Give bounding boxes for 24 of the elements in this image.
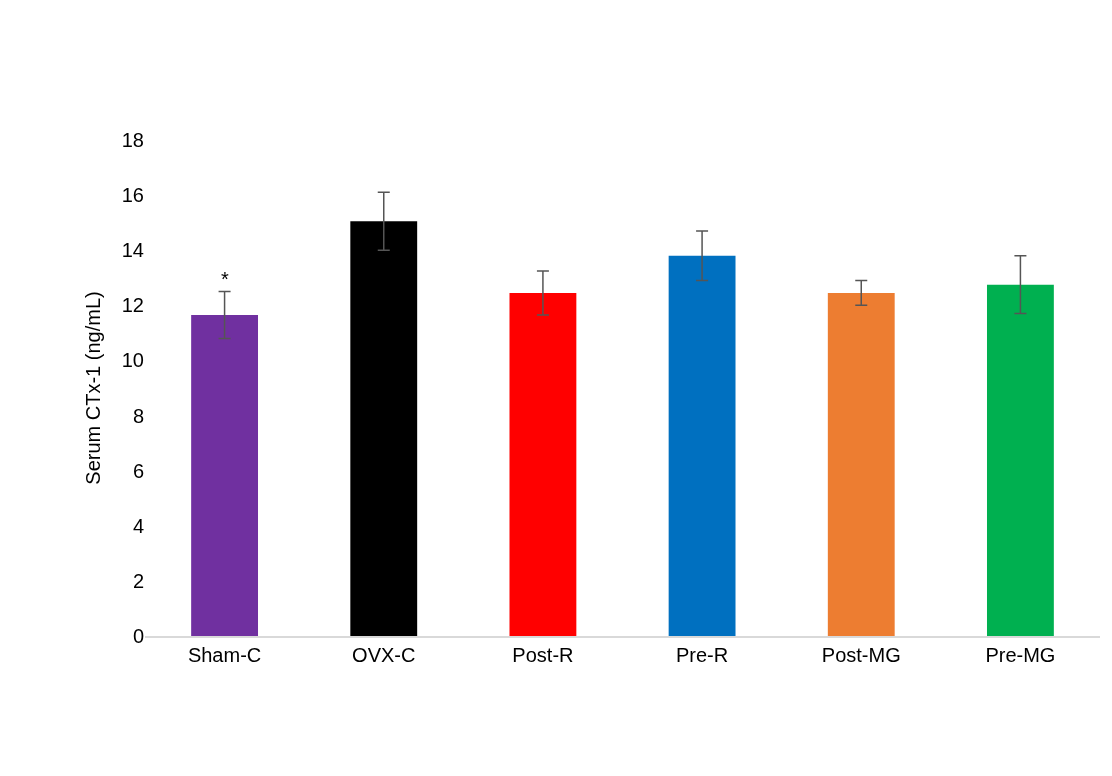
y-tick-label: 14 [121, 239, 144, 262]
y-tick-label: 8 [132, 404, 144, 427]
y-tick-label: 10 [121, 349, 144, 372]
y-tick-label: 2 [132, 569, 144, 592]
x-tick-label: Sham-C [187, 643, 262, 666]
y-tick-label: 16 [121, 184, 144, 207]
y-tick-label: 0 [132, 625, 144, 647]
x-tick-label: Pre-R [675, 643, 729, 666]
bar [668, 255, 736, 636]
y-tick-label: 6 [132, 459, 144, 482]
y-tick-label: 18 [121, 129, 144, 151]
bar [191, 314, 259, 636]
bar [827, 292, 895, 636]
bar [350, 221, 418, 636]
y-tick-label: 4 [132, 514, 144, 537]
x-tick-label: Pre-MG [985, 643, 1056, 666]
x-tick-label: OVX-C [352, 643, 416, 666]
y-tick-label: 12 [121, 294, 144, 317]
x-tick-label: Post-MG [821, 643, 901, 666]
y-axis-title: Serum CTx-1 (ng/mL) [82, 291, 105, 485]
annotation: * [221, 268, 229, 290]
bar [986, 284, 1054, 636]
x-tick-label: Post-R [512, 643, 574, 666]
bar [509, 292, 577, 636]
